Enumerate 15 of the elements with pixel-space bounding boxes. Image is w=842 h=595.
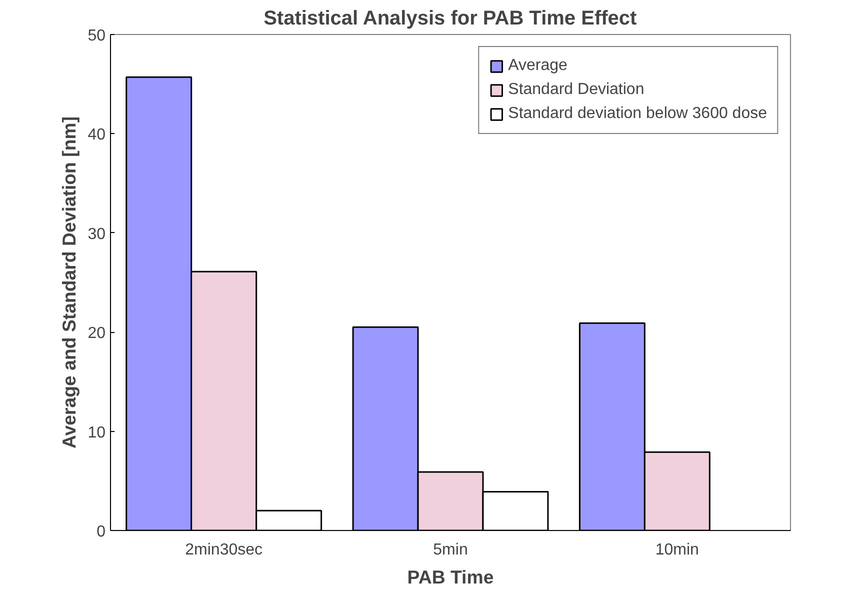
y-tick-label: 40 (88, 126, 106, 144)
x-axis-title: PAB Time (407, 566, 494, 588)
x-tick-label: 2min30sec (185, 542, 263, 558)
y-tick-label: 0 (96, 524, 106, 540)
x-tick-label: 10min (655, 542, 699, 558)
y-tick-label: 20 (88, 325, 106, 342)
y-tick-label: 30 (88, 226, 106, 243)
legend-label: Standard deviation below 3600 dose (508, 105, 767, 123)
legend-label: Average (508, 57, 568, 75)
y-axis-title: Average and Standard Deviation [nm] (58, 116, 80, 449)
legend-label: Standard Deviation (508, 81, 644, 99)
chart-title: Statistical Analysis for PAB Time Effect (264, 8, 638, 30)
y-tick-label: 10 (88, 424, 106, 442)
y-tick-label: 50 (88, 28, 106, 44)
x-tick-label: 5min (433, 542, 468, 558)
